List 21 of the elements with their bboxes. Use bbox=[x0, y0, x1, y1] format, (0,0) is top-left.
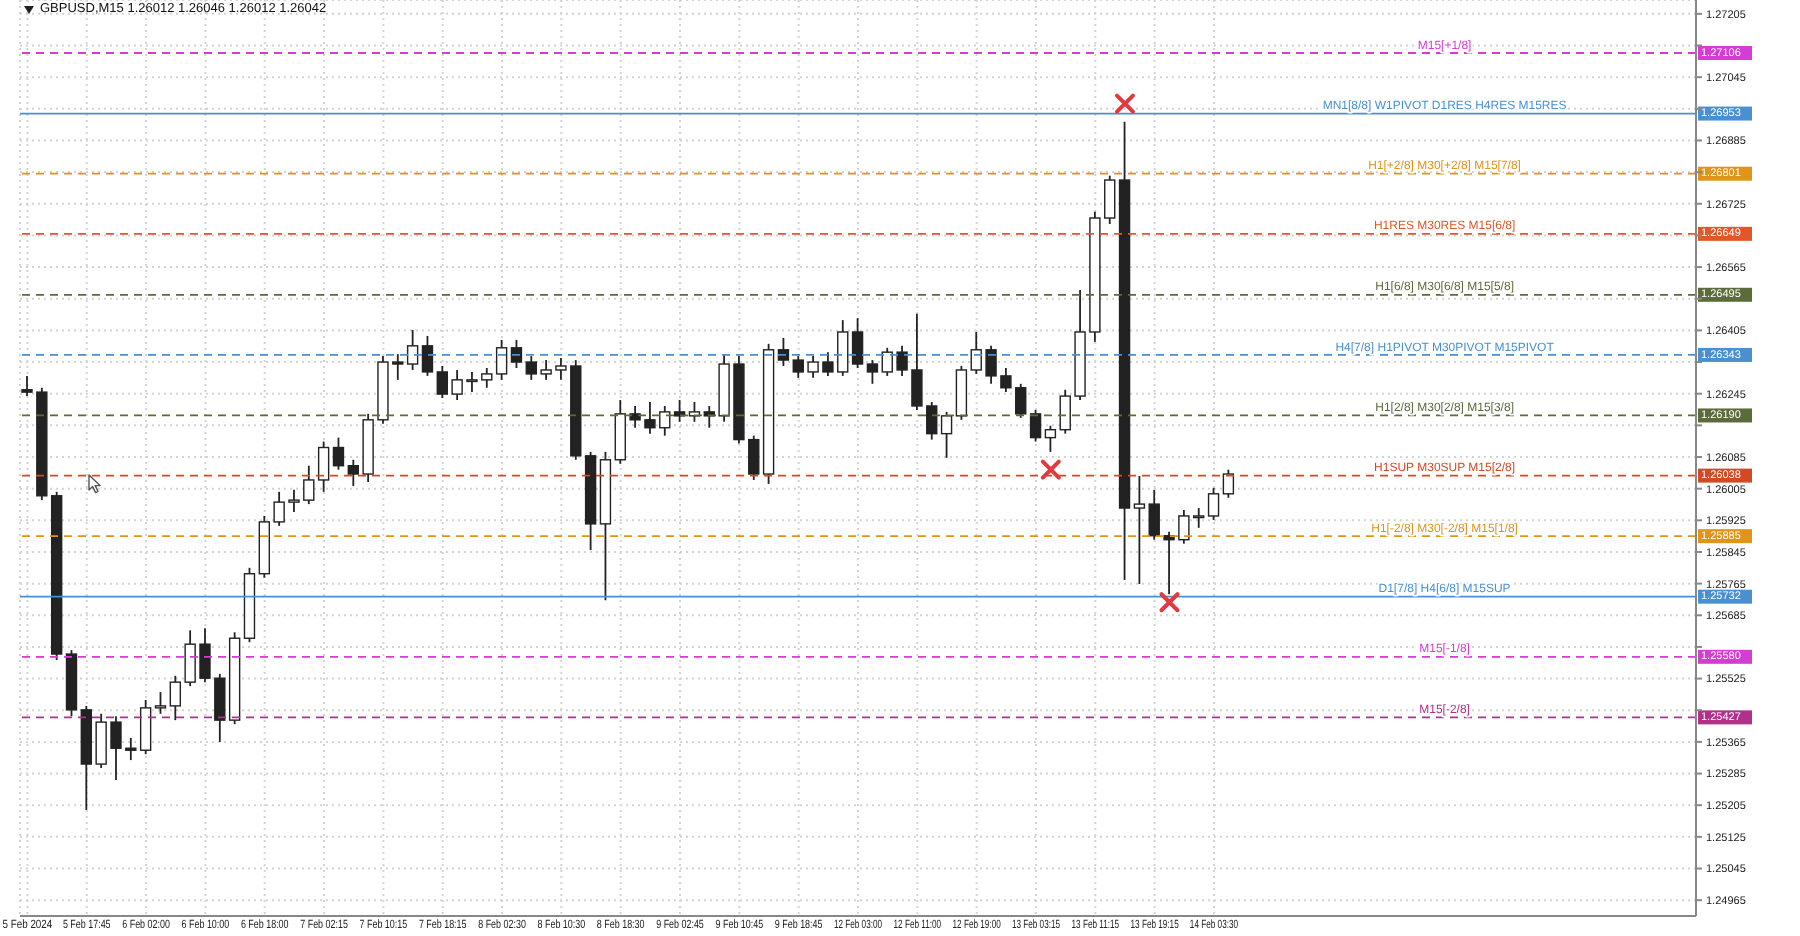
candlestick bbox=[1207, 486, 1220, 521]
point bbox=[1114, 93, 1135, 114]
candlestick bbox=[421, 335, 434, 377]
point bbox=[1159, 592, 1180, 613]
candlestick bbox=[688, 401, 701, 423]
candlestick bbox=[1029, 409, 1042, 443]
candlestick bbox=[1148, 488, 1160, 541]
candlestick bbox=[673, 399, 686, 423]
candlestick bbox=[955, 365, 968, 421]
candlestick bbox=[154, 691, 167, 715]
candlestick bbox=[1133, 475, 1146, 585]
point bbox=[1040, 459, 1061, 480]
candlestick bbox=[332, 436, 345, 471]
candlestick bbox=[851, 317, 864, 369]
candlestick bbox=[495, 338, 508, 381]
candlestick bbox=[866, 359, 879, 385]
candlestick bbox=[940, 411, 953, 459]
candlestick bbox=[1044, 424, 1057, 453]
candlestick bbox=[510, 338, 523, 369]
candlestick bbox=[1222, 468, 1235, 499]
candlestick bbox=[406, 329, 419, 371]
